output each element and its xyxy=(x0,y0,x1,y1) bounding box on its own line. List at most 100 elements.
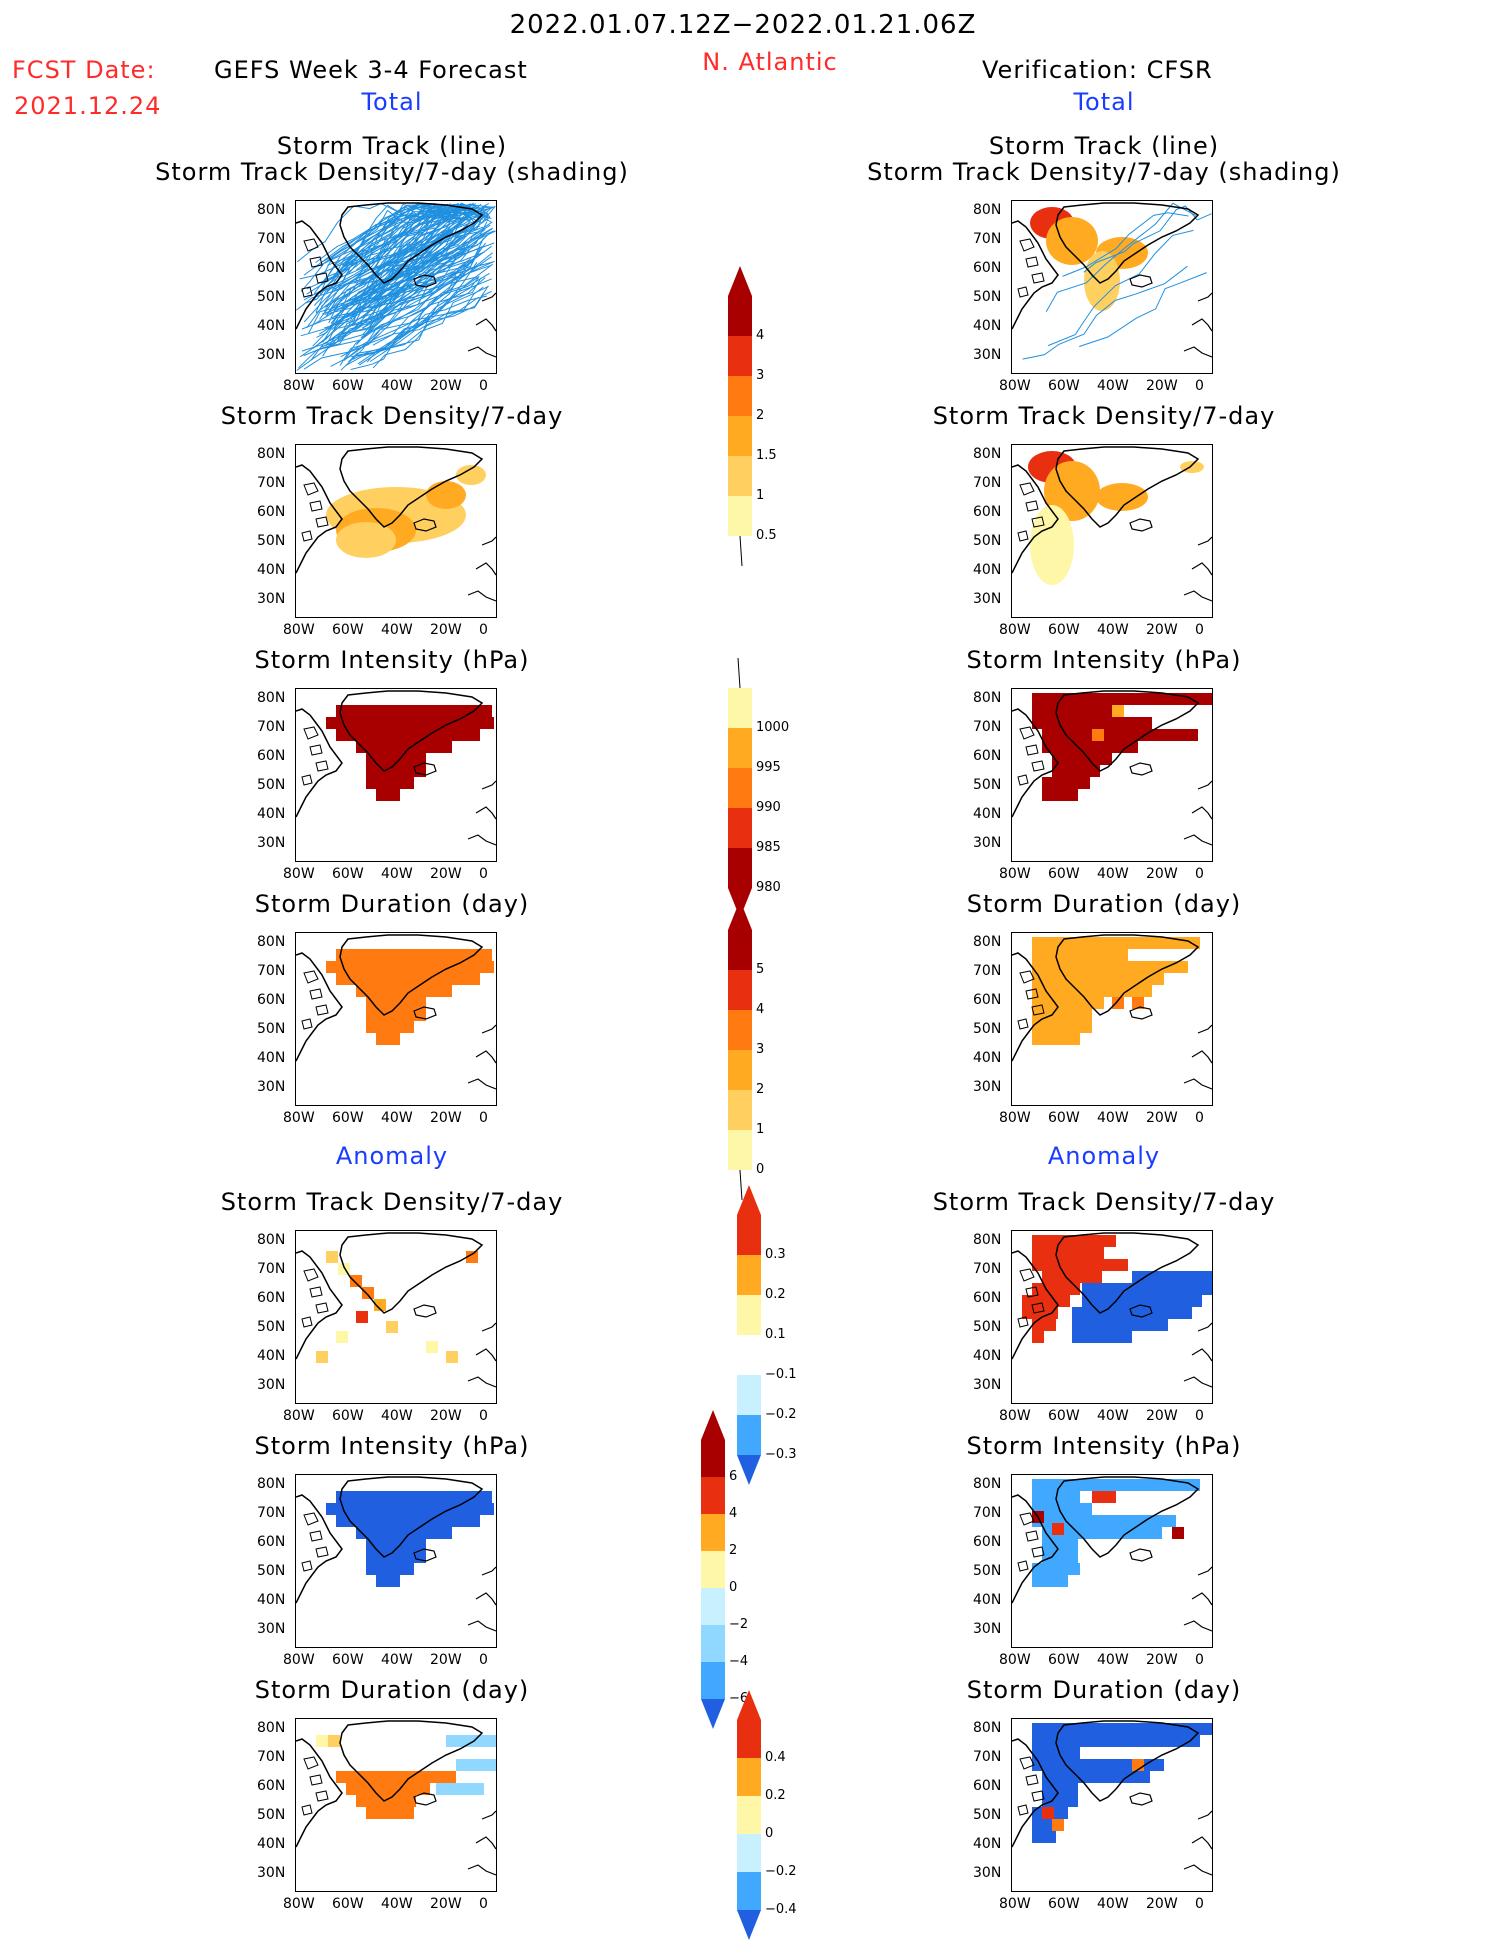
iceland-coastline xyxy=(413,518,437,532)
grid-cell xyxy=(428,985,440,997)
grid-cell xyxy=(1080,693,1092,705)
grid-cell xyxy=(366,1021,378,1033)
right-anom-duration-title: Storm Duration (day) xyxy=(966,1676,1242,1704)
grid-cell xyxy=(1056,1283,1068,1295)
grid-cell xyxy=(432,949,444,961)
grid-cell xyxy=(1032,1723,1044,1735)
north-america-coastline xyxy=(296,708,343,818)
grid-cell xyxy=(1104,937,1116,949)
grid-cell xyxy=(456,1491,468,1503)
grid-cell xyxy=(1068,693,1080,705)
lat-tick-label: 40N xyxy=(973,1050,1002,1066)
lat-tick-label: 40N xyxy=(257,1836,286,1852)
grid-cell xyxy=(336,1491,348,1503)
colorbar-tick-label: 0.2 xyxy=(765,1788,786,1803)
grid-cell xyxy=(1140,1735,1152,1747)
grid-cell xyxy=(1128,717,1140,729)
colorbar-tick-label: −4 xyxy=(729,1654,749,1669)
grid-cell xyxy=(1150,1527,1162,1539)
grid-cell xyxy=(1104,1735,1116,1747)
left-anom-duration-map xyxy=(295,1718,497,1892)
colorbar-swatch xyxy=(737,1215,761,1255)
storm-track-line xyxy=(296,270,460,371)
right-track-shading-title: Storm Track Density/7-day (shading) xyxy=(867,158,1341,186)
grid-cell xyxy=(388,1575,400,1587)
grid-cell xyxy=(388,789,400,801)
grid-cell xyxy=(1092,1735,1104,1747)
grid-cell xyxy=(1116,937,1128,949)
greenland-coastline xyxy=(1055,446,1200,528)
grid-cell xyxy=(1090,1527,1102,1539)
island-coastline xyxy=(1025,988,1039,1000)
grid-cell xyxy=(1140,693,1152,705)
storm-track-line xyxy=(314,205,484,277)
colorbar-swatch xyxy=(701,1551,725,1588)
grid-cell xyxy=(396,1491,408,1503)
grid-cell xyxy=(1042,1807,1054,1819)
lat-tick-label: 70N xyxy=(973,231,1002,247)
grid-cell xyxy=(1092,705,1104,717)
grid-cell xyxy=(366,1009,378,1021)
grid-cell xyxy=(1044,1503,1056,1515)
lat-tick-label: 70N xyxy=(973,1261,1002,1277)
grid-cell xyxy=(1104,985,1116,997)
grid-cell xyxy=(444,729,456,741)
grid-cell xyxy=(482,961,494,973)
grid-cell xyxy=(1072,1307,1084,1319)
lon-tick-label: 20W xyxy=(1146,866,1178,882)
grid-cell xyxy=(408,1771,420,1783)
grid-cell xyxy=(1080,985,1092,997)
storm-track-line xyxy=(359,211,488,286)
storm-track-line xyxy=(303,217,465,301)
colorbar-swatch xyxy=(701,1477,725,1514)
grid-cell xyxy=(402,1009,414,1021)
colorbar-tick-label: 980 xyxy=(756,880,781,895)
grid-cell xyxy=(1068,985,1080,997)
grid-cell xyxy=(1084,1319,1096,1331)
grid-cell xyxy=(1096,1319,1108,1331)
grid-cell xyxy=(1080,1235,1092,1247)
island-coastline xyxy=(1025,744,1039,756)
island-coastline xyxy=(1031,1790,1045,1802)
grid-cell xyxy=(1032,961,1044,973)
grid-cell xyxy=(380,1527,392,1539)
lat-tick-label: 70N xyxy=(257,475,286,491)
grid-cell xyxy=(1126,1527,1138,1539)
colorbar-tick-label: 0 xyxy=(756,1162,765,1177)
grid-cell xyxy=(410,961,422,973)
colorbar-tick-label: −0.2 xyxy=(765,1407,797,1422)
grid-cell xyxy=(468,973,480,985)
grid-cell xyxy=(1044,949,1056,961)
grid-cell xyxy=(1154,1283,1166,1295)
grid-cell xyxy=(1032,1479,1044,1491)
grid-cell xyxy=(1044,1235,1056,1247)
grid-cell xyxy=(1072,1319,1084,1331)
grid-cell xyxy=(1126,741,1138,753)
colorbar-tick-label: −0.1 xyxy=(765,1367,797,1382)
island-coastline xyxy=(315,516,329,528)
grid-cell xyxy=(420,949,432,961)
grid-cell xyxy=(1078,1771,1090,1783)
grid-cell xyxy=(1080,1479,1092,1491)
grid-cell xyxy=(1120,1319,1132,1331)
grid-cell xyxy=(384,949,396,961)
grid-cell xyxy=(1068,1563,1080,1575)
grid-cell xyxy=(1032,717,1044,729)
lat-tick-label: 60N xyxy=(257,1290,286,1306)
grid-cell xyxy=(360,1771,372,1783)
grid-cell xyxy=(410,717,422,729)
grid-cell xyxy=(1186,729,1198,741)
grid-cell xyxy=(1104,973,1116,985)
europe-coastline xyxy=(1183,1024,1212,1090)
grid-cell xyxy=(386,961,398,973)
colorbar-tick-label: 4 xyxy=(756,328,765,343)
grid-cell xyxy=(1042,1539,1054,1551)
grid-cell xyxy=(420,1771,432,1783)
colorbar-arrow-top xyxy=(728,900,752,930)
grid-cell xyxy=(1142,1283,1154,1295)
grid-cell xyxy=(1152,1759,1164,1771)
lat-tick-label: 40N xyxy=(973,318,1002,334)
grid-cell xyxy=(1082,1283,1094,1295)
grid-cell xyxy=(372,1771,384,1783)
colorbar-swatch xyxy=(737,1295,761,1335)
